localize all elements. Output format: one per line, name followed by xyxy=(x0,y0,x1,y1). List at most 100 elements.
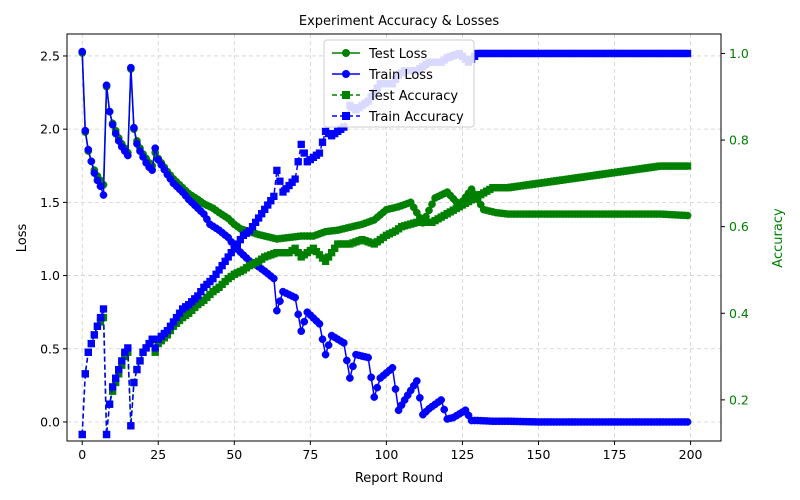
y2-tick-label: 0.2 xyxy=(729,392,749,407)
plot-frame xyxy=(66,33,722,442)
chart-title: Experiment Accuracy & Losses xyxy=(299,14,500,29)
data-point-train-loss xyxy=(276,297,284,306)
data-point-train-loss xyxy=(391,385,400,393)
data-point-train-loss xyxy=(130,123,138,132)
data-point-train-accuracy xyxy=(102,430,111,439)
data-point-train-loss xyxy=(81,126,90,135)
data-point-train-loss xyxy=(364,353,372,362)
data-point-train-accuracy xyxy=(127,422,135,430)
data-point-train-loss xyxy=(367,373,376,382)
legend-label-train-loss: Train Loss xyxy=(368,68,433,83)
data-point-train-loss xyxy=(111,129,120,138)
data-point-train-loss xyxy=(300,317,309,326)
data-point-train-loss xyxy=(108,120,117,129)
series-layer xyxy=(78,47,692,439)
data-point-train-accuracy xyxy=(112,374,120,382)
x-tick-label: 175 xyxy=(603,447,627,462)
x-tick-label: 150 xyxy=(527,447,551,462)
data-point-train-loss xyxy=(388,363,397,372)
y-tick-label: 0.5 xyxy=(40,341,60,356)
data-point-train-accuracy xyxy=(270,192,278,201)
data-point-train-accuracy xyxy=(276,177,284,185)
data-point-train-accuracy xyxy=(273,166,281,175)
data-point-train-loss xyxy=(273,306,281,315)
x-tick-label: 125 xyxy=(451,447,475,462)
data-point-train-loss xyxy=(123,151,132,160)
data-point-train-loss xyxy=(105,107,114,116)
data-point-train-loss xyxy=(437,396,445,404)
axes: 0 25 50 75 100 125 150 175 200 0.0 0.5 1.0 1.5 2.0 2.5… xyxy=(40,46,749,462)
data-point-train-loss xyxy=(315,320,324,328)
data-point-train-loss xyxy=(291,293,299,302)
data-point-test-loss xyxy=(683,211,692,220)
data-point-train-loss xyxy=(683,418,692,426)
data-point-train-loss xyxy=(78,47,87,56)
y-tick-label: 0.0 xyxy=(40,414,60,429)
data-point-train-accuracy xyxy=(90,331,99,339)
data-point-train-loss xyxy=(321,350,330,359)
data-point-train-loss xyxy=(84,145,93,154)
legend-swatch-marker xyxy=(342,70,350,78)
data-point-train-accuracy xyxy=(105,400,114,408)
legend: Test Loss Train Loss Test Accuracy Train… xyxy=(323,39,475,128)
data-point-train-loss xyxy=(324,341,333,349)
data-point-train-loss xyxy=(297,327,306,336)
y2-tick-label: 0.8 xyxy=(729,133,749,148)
data-point-test-accuracy xyxy=(683,162,692,170)
x-axis-title: Report Round xyxy=(355,471,443,486)
data-point-train-loss xyxy=(412,377,421,385)
data-point-train-loss xyxy=(339,339,348,347)
legend-swatches xyxy=(332,49,360,120)
y-tick-label: 2.5 xyxy=(40,48,60,63)
data-point-train-loss xyxy=(373,383,382,392)
data-point-train-accuracy xyxy=(291,175,299,183)
data-point-train-accuracy xyxy=(300,149,308,157)
data-point-train-accuracy xyxy=(148,335,156,343)
data-point-train-loss xyxy=(318,335,327,344)
data-point-test-loss xyxy=(425,206,433,215)
legend-label-test-accuracy: Test Accuracy xyxy=(368,89,458,104)
y-tick-label: 1.5 xyxy=(40,195,60,210)
y2-axis-title: Accuracy xyxy=(771,208,786,268)
x-tick-label: 75 xyxy=(302,447,318,462)
data-point-train-loss xyxy=(151,144,160,153)
x-tick-label: 100 xyxy=(374,447,398,462)
data-point-train-accuracy xyxy=(93,322,102,330)
x-tick-label: 200 xyxy=(679,447,703,462)
data-point-train-loss xyxy=(370,393,379,401)
legend-swatch-marker xyxy=(342,112,350,120)
data-point-train-accuracy xyxy=(87,339,95,348)
legend-label-test-loss: Test Loss xyxy=(368,47,427,62)
data-point-train-accuracy xyxy=(130,378,138,387)
data-point-train-accuracy xyxy=(124,344,132,352)
x-tick-label: 0 xyxy=(78,447,86,462)
data-point-train-accuracy xyxy=(115,365,123,374)
y2-tick-label: 0.6 xyxy=(729,219,749,234)
data-point-train-loss xyxy=(343,356,351,365)
data-point-train-accuracy xyxy=(151,344,159,352)
data-point-train-loss xyxy=(87,157,96,166)
data-point-train-accuracy xyxy=(683,49,692,58)
legend-swatch-marker xyxy=(342,49,350,57)
data-point-train-accuracy xyxy=(118,357,126,365)
data-point-train-accuracy xyxy=(78,430,86,439)
x-tick-label: 50 xyxy=(226,447,242,462)
data-point-train-accuracy xyxy=(99,305,108,313)
y-tick-label: 1.0 xyxy=(40,268,60,283)
data-point-train-loss xyxy=(346,374,354,382)
data-point-train-accuracy xyxy=(318,138,327,146)
data-point-train-accuracy xyxy=(136,357,144,365)
y-axis-title: Loss xyxy=(15,224,30,253)
data-point-train-loss xyxy=(349,362,357,371)
y-tick-label: 2.0 xyxy=(40,122,60,137)
y2-tick-label: 0.4 xyxy=(729,306,749,321)
data-point-train-accuracy xyxy=(294,158,302,166)
data-point-train-loss xyxy=(102,81,111,90)
data-point-train-accuracy xyxy=(297,140,305,149)
legend-swatch-marker xyxy=(342,91,350,99)
data-point-train-loss xyxy=(416,393,424,402)
data-point-train-loss xyxy=(127,63,135,72)
data-point-train-accuracy xyxy=(133,365,141,374)
data-point-train-accuracy xyxy=(108,383,117,391)
